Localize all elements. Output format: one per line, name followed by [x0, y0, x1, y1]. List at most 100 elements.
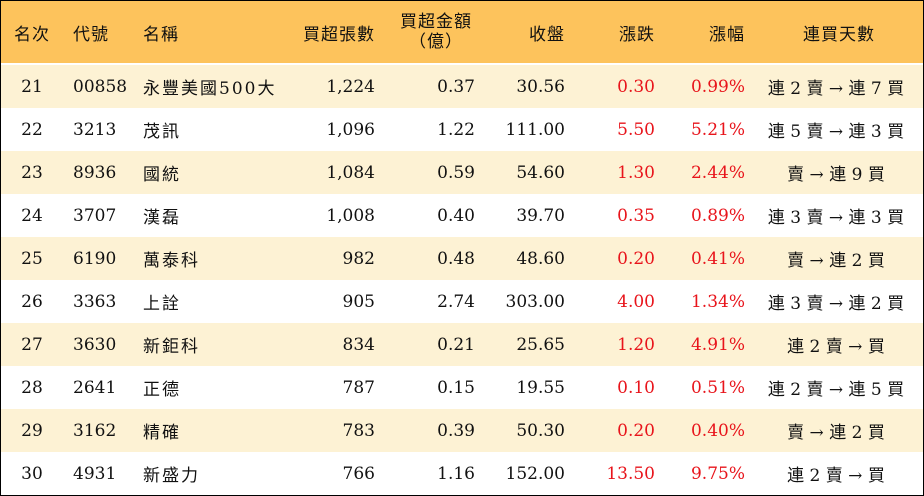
- cell-name: 精確: [143, 423, 181, 443]
- cell-close: 19.55: [516, 377, 565, 398]
- cell-streak: 賣 → 連 9 買: [787, 165, 885, 185]
- cell-rank: 24: [21, 205, 43, 226]
- header-streak: 連買天數: [803, 24, 875, 45]
- cell-streak: 連 3 賣 → 連 2 買: [767, 294, 905, 314]
- cell-name: 新鉅科: [143, 337, 200, 357]
- table-row: 26 3363 上詮 905 2.74 303.00 4.00 1.34% 連 3 賣 → 連 …: [1, 280, 923, 323]
- cell-code: 4931: [73, 463, 117, 484]
- cell-net-lots: 1,008: [326, 205, 375, 226]
- cell-net-lots: 982: [342, 248, 375, 269]
- cell-name: 國統: [143, 165, 181, 185]
- cell-rank: 22: [21, 119, 43, 140]
- cell-close: 54.60: [516, 162, 565, 183]
- cell-close: 48.60: [516, 248, 565, 269]
- cell-change-pct: 9.75%: [690, 463, 745, 484]
- cell-close: 30.56: [516, 76, 565, 97]
- cell-streak: 連 5 賣 → 連 3 買: [767, 122, 905, 142]
- cell-code: 3707: [73, 205, 117, 226]
- header-net-amount-title: 買超金額: [400, 12, 472, 32]
- cell-name: 上詮: [143, 294, 181, 314]
- cell-change: 0.10: [617, 377, 655, 398]
- cell-streak: 賣 → 連 2 買: [787, 251, 885, 271]
- cell-name: 萬泰科: [143, 251, 200, 271]
- cell-change-pct: 1.34%: [690, 291, 745, 312]
- header-name: 名稱: [143, 24, 179, 45]
- cell-net-amount: 0.48: [437, 248, 475, 269]
- cell-change: 1.20: [617, 334, 655, 355]
- cell-change-pct: 0.89%: [690, 205, 745, 226]
- cell-code: 6190: [73, 248, 117, 269]
- header-rank: 名次: [14, 24, 50, 45]
- cell-rank: 30: [21, 463, 43, 484]
- cell-net-amount: 0.37: [437, 76, 475, 97]
- cell-name: 漢磊: [143, 208, 181, 228]
- cell-net-lots: 783: [342, 420, 375, 441]
- cell-rank: 27: [21, 334, 43, 355]
- cell-change: 0.20: [617, 420, 655, 441]
- cell-close: 303.00: [505, 291, 565, 312]
- table-row: 25 6190 萬泰科 982 0.48 48.60 0.20 0.41% 賣 → 連 2 買: [1, 237, 923, 280]
- cell-close: 111.00: [505, 119, 565, 140]
- cell-code: 3162: [73, 420, 117, 441]
- cell-net-lots: 905: [342, 291, 375, 312]
- cell-rank: 29: [21, 420, 43, 441]
- cell-code: 3213: [73, 119, 117, 140]
- table-row: 24 3707 漢磊 1,008 0.40 39.70 0.35 0.89% 連 3 賣 → 連…: [1, 194, 923, 237]
- cell-streak: 連 2 賣 → 買: [787, 337, 885, 357]
- cell-net-amount: 1.22: [437, 119, 475, 140]
- cell-change: 1.30: [617, 162, 655, 183]
- cell-net-lots: 766: [342, 463, 375, 484]
- cell-net-lots: 1,096: [326, 119, 375, 140]
- cell-net-amount: 0.21: [437, 334, 475, 355]
- cell-net-lots: 787: [342, 377, 375, 398]
- cell-streak: 連 2 賣 → 連 5 買: [767, 380, 905, 400]
- cell-rank: 21: [21, 76, 43, 97]
- cell-change-pct: 0.51%: [690, 377, 745, 398]
- cell-name: 茂訊: [143, 122, 181, 142]
- cell-code: 3363: [73, 291, 117, 312]
- cell-code: 2641: [73, 377, 117, 398]
- header-change: 漲跌: [619, 24, 655, 45]
- cell-change: 0.30: [617, 76, 655, 97]
- table-row: 30 4931 新盛力 766 1.16 152.00 13.50 9.75% 連 2 賣 → …: [1, 452, 923, 495]
- header-net-lots: 買超張數: [303, 24, 375, 45]
- cell-net-lots: 1,224: [326, 76, 375, 97]
- header-change-pct: 漲幅: [709, 24, 745, 45]
- cell-net-amount: 0.59: [437, 162, 475, 183]
- cell-streak: 連 3 賣 → 連 3 買: [767, 208, 905, 228]
- cell-net-lots: 1,084: [326, 162, 375, 183]
- table-row: 22 3213 茂訊 1,096 1.22 111.00 5.50 5.21% 連 5 賣 → …: [1, 108, 923, 151]
- table-row: 28 2641 正德 787 0.15 19.55 0.10 0.51% 連 2 賣 → 連 5…: [1, 366, 923, 409]
- cell-rank: 26: [21, 291, 43, 312]
- cell-streak: 連 2 賣 → 買: [787, 466, 885, 486]
- cell-net-amount: 0.39: [437, 420, 475, 441]
- cell-change-pct: 4.91%: [690, 334, 745, 355]
- cell-change: 13.50: [606, 463, 655, 484]
- cell-streak: 連 2 賣 → 連 7 買: [767, 79, 905, 99]
- cell-close: 39.70: [516, 205, 565, 226]
- cell-net-amount: 0.15: [437, 377, 475, 398]
- cell-code: 00858: [73, 76, 128, 97]
- cell-change-pct: 0.41%: [690, 248, 745, 269]
- cell-code: 8936: [73, 162, 117, 183]
- cell-net-amount: 2.74: [437, 291, 475, 312]
- cell-rank: 25: [21, 248, 43, 269]
- table-row: 21 00858 永豐美國500大 1,224 0.37 30.56 0.30 0.99% 連 …: [1, 65, 923, 108]
- header-close: 收盤: [529, 24, 565, 45]
- cell-rank: 23: [21, 162, 43, 183]
- header-net-amount: 買超金額 （億）: [391, 1, 481, 63]
- cell-change-pct: 2.44%: [690, 162, 745, 183]
- table-header: 名次 代號 名稱 買超張數 買超金額 （億） 收盤 漲跌 漲幅 連買天數: [1, 1, 923, 63]
- cell-name: 新盛力: [143, 466, 200, 486]
- cell-rank: 28: [21, 377, 43, 398]
- header-net-amount-unit: （億）: [409, 32, 463, 52]
- cell-streak: 賣 → 連 2 買: [787, 423, 885, 443]
- cell-change-pct: 0.40%: [690, 420, 745, 441]
- cell-net-amount: 0.40: [437, 205, 475, 226]
- cell-close: 152.00: [505, 463, 565, 484]
- cell-change: 0.35: [617, 205, 655, 226]
- table-row: 29 3162 精確 783 0.39 50.30 0.20 0.40% 賣 → 連 2 買: [1, 409, 923, 452]
- cell-net-amount: 1.16: [437, 463, 475, 484]
- cell-change: 0.20: [617, 248, 655, 269]
